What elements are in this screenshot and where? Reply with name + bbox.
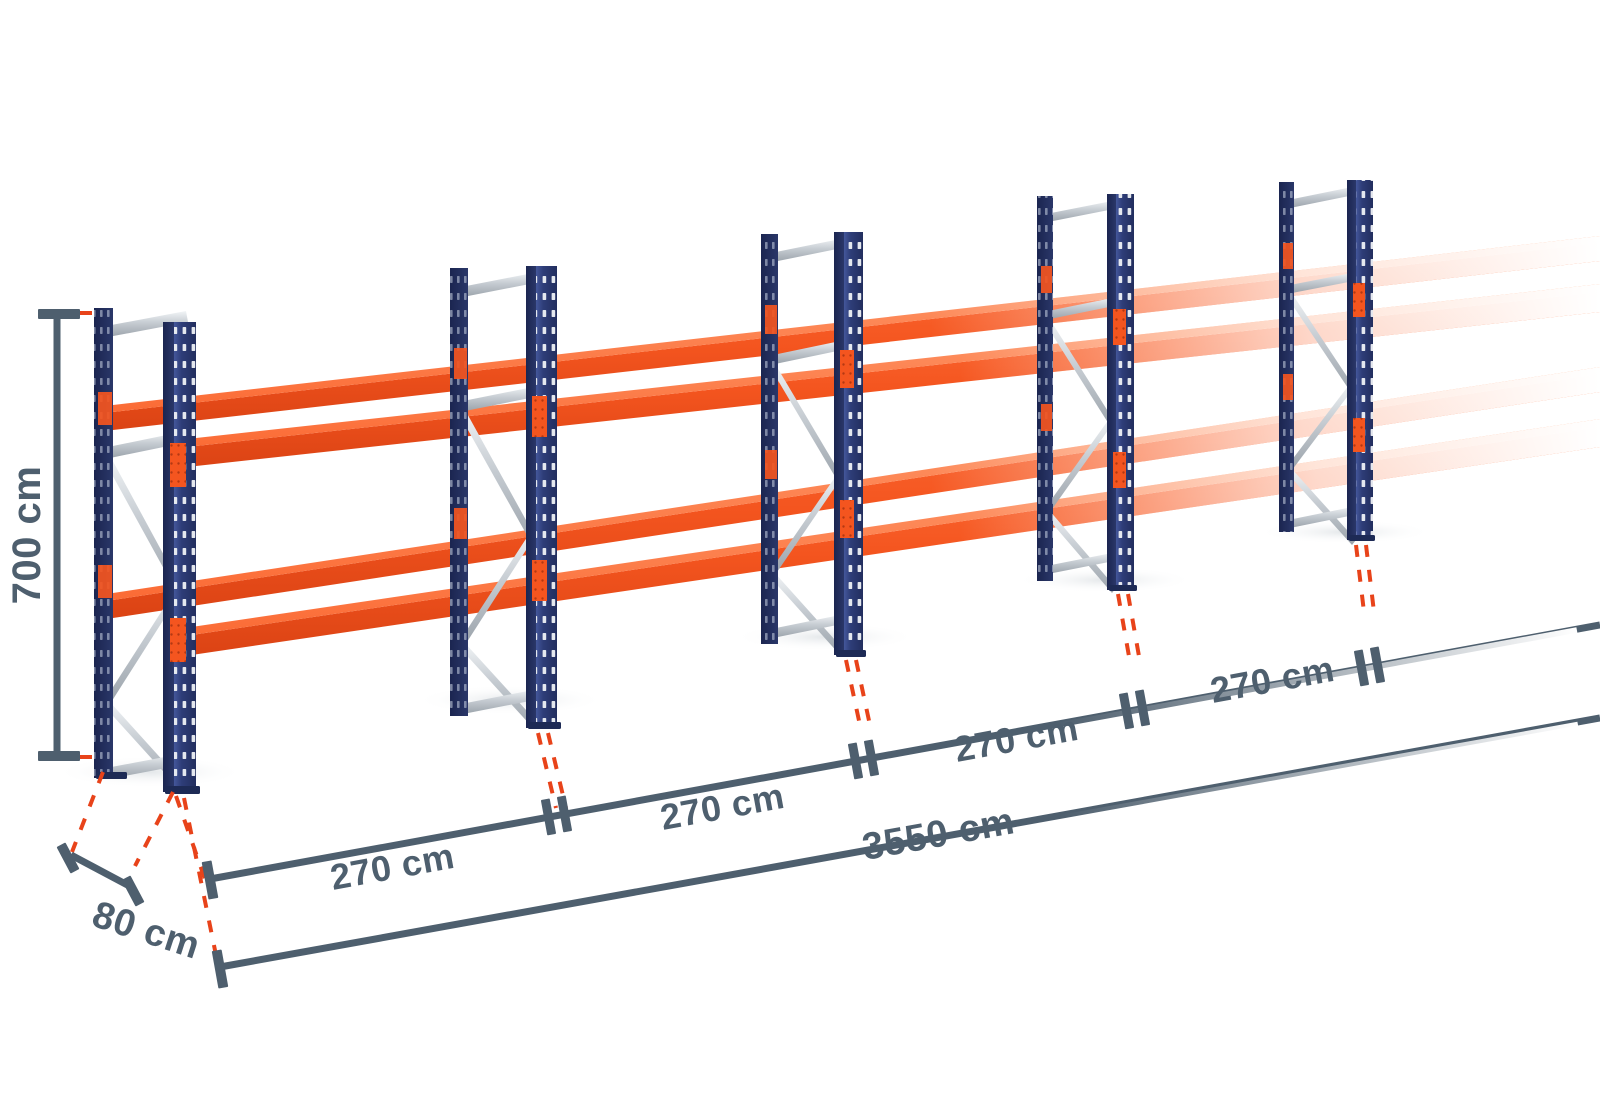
dimension-depth-label: 80 cm <box>87 894 205 968</box>
leader-bay3-end-b <box>1126 593 1142 663</box>
rack-frame-4 <box>1037 194 1137 593</box>
rack-frame-3 <box>761 232 866 657</box>
tick-cap-bottom <box>38 751 80 761</box>
tick-cap-left <box>56 842 80 874</box>
beam-connector-group <box>454 348 547 601</box>
dimension-total-label: 3550 cm <box>859 800 1018 869</box>
beam-connector-group <box>98 392 186 662</box>
leader-bay2-end-b <box>854 659 873 731</box>
upright-post-front <box>526 266 561 729</box>
leader-bay-start-upper <box>174 795 209 886</box>
upright-post-back <box>761 234 778 644</box>
leader-bay3-end <box>1116 593 1132 663</box>
rack-frame-2 <box>450 266 561 729</box>
upright-post-back <box>450 268 468 716</box>
upright-post-front <box>834 232 866 657</box>
leader-total-start <box>182 797 220 966</box>
rack-frame-5 <box>1279 180 1375 545</box>
leader-lines <box>70 311 1376 966</box>
base-plate <box>1349 535 1375 541</box>
upright-post-back <box>94 308 127 779</box>
base-plate <box>165 786 200 794</box>
dimension-bay-4-label: 270 cm <box>1207 648 1337 711</box>
diagonal-brace-group <box>459 272 540 728</box>
dimension-bay-3-label: 270 cm <box>951 707 1081 770</box>
dimension-depth: 80 cm <box>56 842 205 968</box>
beam-connector-group <box>1041 266 1126 488</box>
beam-connector-group <box>765 305 854 538</box>
tick-cap-top <box>38 309 80 319</box>
leader-bay1-end <box>536 732 558 809</box>
diagonal-brace-group <box>770 238 847 655</box>
tick-cap-bay-start <box>201 860 219 900</box>
upright-post-front <box>1107 194 1137 591</box>
dimension-height: 700 cm <box>5 309 80 761</box>
rack-frame-1 <box>94 308 200 794</box>
upright-post-back <box>1279 182 1294 532</box>
tick-bay-3-4 <box>1118 689 1151 730</box>
tick-bay-2-3 <box>847 739 880 780</box>
tick-cap-right <box>121 875 145 907</box>
leader-depth-front <box>133 791 175 867</box>
upright-post-front <box>163 322 200 794</box>
leader-bay4-end <box>1354 544 1366 613</box>
base-plate <box>1109 585 1137 591</box>
tick-bay-1-2 <box>540 795 573 836</box>
leader-bay4-end-b <box>1364 544 1376 613</box>
beam-connector-group <box>1283 243 1365 452</box>
dimension-height-label: 700 cm <box>5 466 49 605</box>
tick-cap-total-start <box>211 949 229 989</box>
base-plate <box>528 722 561 729</box>
diagonal-brace-group <box>1045 200 1119 593</box>
leader-bay2-end <box>844 659 863 731</box>
base-plate <box>836 650 866 657</box>
diagonal-brace-group <box>1287 186 1359 545</box>
tick-bay-4-end <box>1353 646 1386 687</box>
upright-post-front <box>1347 180 1375 541</box>
upright-post-back <box>1037 196 1053 581</box>
